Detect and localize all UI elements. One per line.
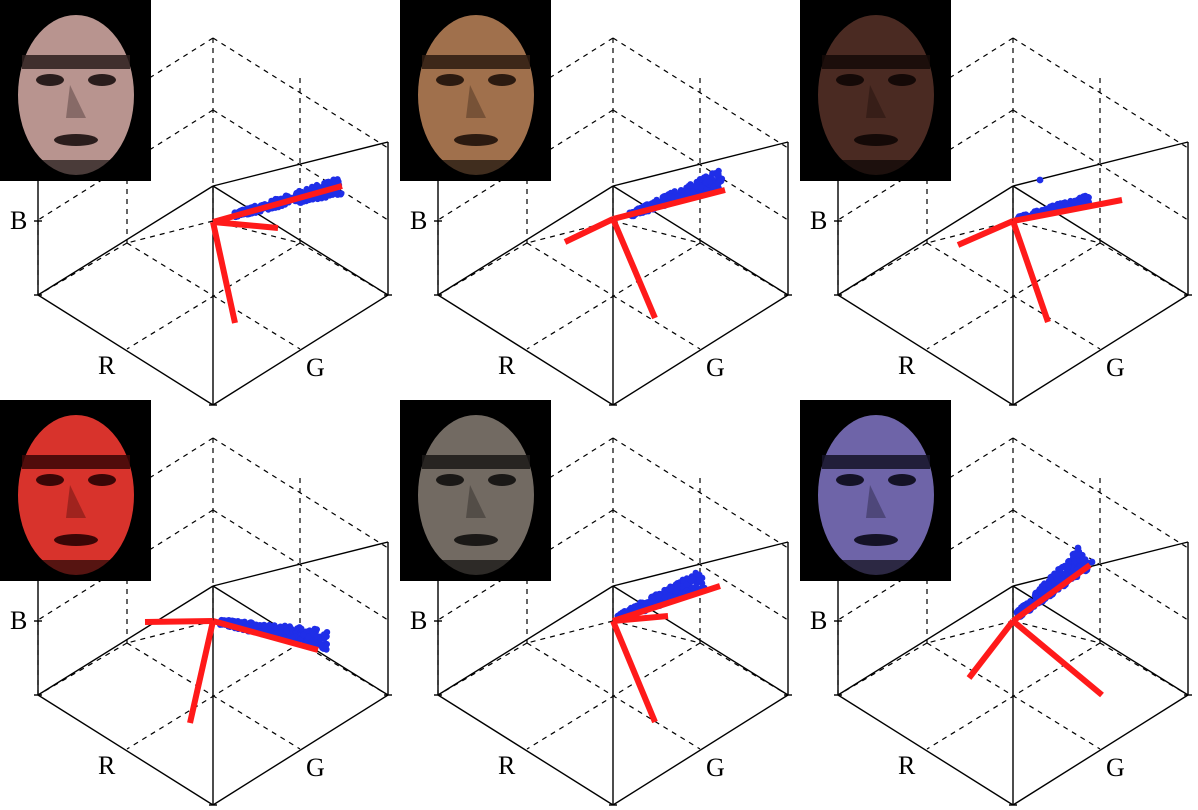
principal-axes — [966, 562, 1104, 698]
rgb-cube-plot: B R G — [0, 0, 392, 406]
axis-label-b: B — [10, 606, 27, 635]
rgb-cube-plot: B R G — [800, 0, 1192, 406]
rgb-cube-plot: B R G — [0, 400, 392, 806]
axis-label-g: G — [306, 353, 325, 382]
rgb-cube-plot: B R G — [400, 400, 792, 806]
axis-label-b: B — [410, 606, 427, 635]
axis-label-g: G — [306, 753, 325, 782]
rgb-cube-plot: B R G — [800, 400, 1192, 806]
principal-axes — [956, 197, 1123, 323]
rgb-cube-plot: B R G — [400, 0, 792, 406]
face-image — [400, 0, 551, 181]
axis-label-b: B — [810, 606, 827, 635]
axis-label-r: R — [898, 351, 916, 380]
face-image — [800, 0, 951, 181]
face-image — [0, 400, 151, 581]
principal-axes — [210, 183, 343, 324]
principal-axes — [144, 618, 319, 724]
axis-label-r: R — [98, 351, 116, 380]
axis-label-g: G — [706, 753, 725, 782]
axis-label-b: B — [410, 206, 427, 235]
axis-label-b: B — [810, 206, 827, 235]
axis-label-r: R — [498, 351, 516, 380]
plot-panel-5: B R G — [400, 400, 800, 806]
plot-panel-4: B R G — [0, 400, 400, 806]
plot-panel-3: B R G — [800, 0, 1198, 406]
axis-label-g: G — [1106, 353, 1125, 382]
face-image — [0, 0, 151, 181]
plot-panel-1: B R G — [0, 0, 400, 406]
axis-label-r: R — [98, 751, 116, 780]
plot-panel-6: B R G — [800, 400, 1198, 806]
axis-label-g: G — [706, 353, 725, 382]
cube-front-edges — [434, 541, 792, 806]
cube-front-edges — [834, 541, 1192, 806]
face-image — [400, 400, 551, 581]
principal-axes — [563, 187, 726, 320]
principal-axes — [610, 583, 721, 724]
axis-label-r: R — [498, 751, 516, 780]
face-image — [800, 400, 951, 581]
axis-label-r: R — [898, 751, 916, 780]
axis-label-b: B — [10, 206, 27, 235]
plot-panel-2: B R G — [400, 0, 800, 406]
axis-label-g: G — [1106, 753, 1125, 782]
